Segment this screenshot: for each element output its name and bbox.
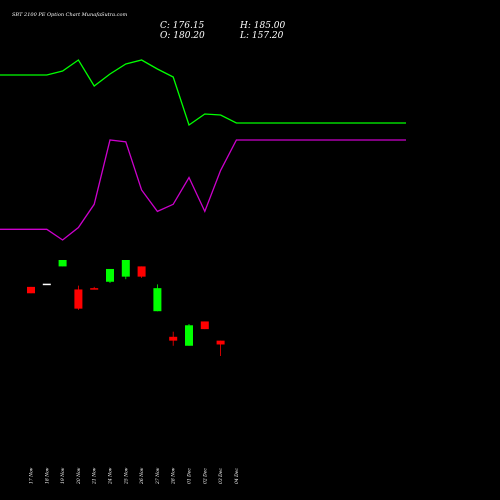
x-tick-label: 01 Dec — [187, 468, 193, 484]
candle — [42, 283, 51, 286]
candle — [185, 324, 193, 346]
candle-body — [137, 266, 146, 277]
candle-body — [216, 340, 225, 345]
x-tick-label: 02 Dec — [202, 468, 208, 484]
close-value: C: 176.15 — [160, 21, 205, 31]
candle-body — [42, 283, 51, 286]
candle-body — [121, 260, 130, 277]
x-tick-label: 04 Dec — [234, 468, 240, 484]
candle — [153, 284, 162, 312]
candle — [137, 266, 146, 278]
x-tick-label: 21 Nov — [92, 467, 98, 485]
candle-body — [185, 325, 193, 346]
x-tick-label: 27 Nov — [155, 467, 161, 485]
low-value: L: 157.20 — [239, 31, 284, 41]
candle-body — [200, 321, 209, 330]
candle — [216, 340, 225, 356]
indicator-lines — [0, 59, 406, 241]
candle — [74, 285, 83, 310]
candle-body — [74, 289, 83, 309]
candle-body — [153, 288, 162, 312]
magenta-indicator-line — [0, 139, 406, 241]
candle — [27, 286, 35, 294]
candle — [121, 260, 130, 280]
high-value: H: 185.00 — [239, 21, 286, 31]
x-tick-label: 19 Nov — [60, 467, 66, 484]
candle-body — [169, 336, 178, 341]
x-tick-label: 28 Nov — [171, 467, 177, 485]
candle — [169, 331, 178, 346]
candle — [106, 268, 114, 284]
candle — [200, 321, 209, 330]
candle — [58, 260, 67, 267]
candle-body — [106, 268, 114, 282]
candles — [27, 260, 225, 356]
x-tick-label: 03 Dec — [218, 468, 224, 484]
green-indicator-line — [0, 59, 406, 127]
candle-body — [58, 260, 67, 267]
x-tick-label: 26 Nov — [139, 467, 145, 485]
open-value: O: 180.20 — [160, 31, 205, 41]
x-tick-label: 17 Nov — [29, 467, 35, 484]
chart-title: SBT 2100 PE Option Chart MunafaSutra.com — [12, 12, 127, 18]
candle-body — [90, 288, 99, 290]
x-tick-label: 25 Nov — [123, 467, 129, 485]
candle — [90, 286, 99, 290]
date-labels: 17 Nov 18 Nov 19 Nov 20 Nov 21 Nov 24 Nov 25 N… — [29, 467, 240, 485]
x-tick-label: 24 Nov — [108, 467, 114, 485]
x-tick-label: 20 Nov — [76, 467, 82, 485]
x-tick-label: 18 Nov — [44, 467, 50, 484]
candle-body — [27, 286, 35, 294]
